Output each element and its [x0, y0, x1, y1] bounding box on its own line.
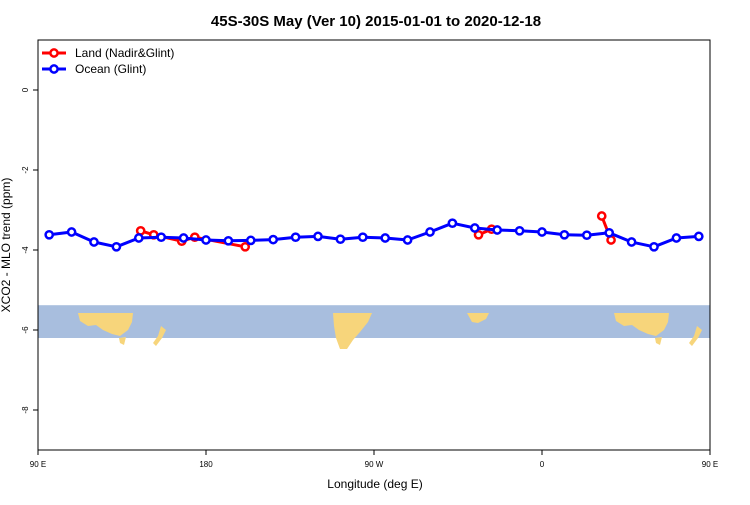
x-tick-label: 90 W: [365, 460, 384, 469]
x-tick-label: 90 E: [702, 460, 718, 469]
y-tick-label: -6: [21, 326, 30, 334]
data-point: [44, 229, 55, 240]
data-point: [559, 229, 570, 240]
data-point: [581, 230, 592, 241]
data-point: [335, 234, 346, 245]
map-strip: [38, 305, 710, 349]
data-point: [380, 233, 391, 243]
legend-item: Ocean (Glint): [42, 62, 146, 76]
x-axis-label: Longitude (deg E): [327, 477, 422, 491]
data-point: [693, 231, 704, 242]
y-tick-label: -8: [21, 406, 30, 414]
land-shape: [467, 313, 489, 323]
data-point: [89, 237, 99, 247]
data-point: [245, 235, 256, 246]
land-shape: [614, 313, 669, 336]
land-shape: [333, 313, 372, 349]
legend-label: Land (Nadir&Glint): [75, 46, 174, 60]
data-point: [626, 237, 637, 247]
data-point: [425, 227, 435, 237]
data-point: [111, 241, 122, 252]
land-shape: [689, 326, 702, 346]
data-point: [402, 235, 413, 245]
data-point: [469, 223, 480, 233]
legend-marker: [49, 48, 59, 58]
data-point: [268, 234, 279, 245]
data-point: [223, 235, 234, 246]
land-shape: [78, 313, 133, 336]
data-point: [649, 241, 659, 252]
plot-frame: [37, 39, 711, 451]
data-point: [201, 235, 211, 245]
data-point: [290, 232, 301, 243]
data-point: [178, 233, 189, 243]
land-shape: [119, 337, 126, 345]
data-point: [240, 241, 251, 252]
data-point: [313, 231, 323, 242]
series-line: [49, 221, 699, 249]
x-tick-label: 0: [540, 460, 545, 469]
data-point: [156, 232, 167, 243]
chart-title: 45S-30S May (Ver 10) 2015-01-01 to 2020-…: [211, 13, 541, 30]
legend-item: Land (Nadir&Glint): [42, 46, 174, 60]
legend: Land (Nadir&Glint) Ocean (Glint): [42, 46, 174, 76]
series-ocean: [44, 218, 704, 252]
y-tick-label: -2: [21, 166, 30, 174]
series-layer: [44, 211, 704, 252]
x-tick-label: 180: [199, 460, 213, 469]
data-point: [514, 225, 525, 236]
x-tick-label: 90 E: [30, 460, 46, 469]
data-point: [357, 232, 368, 243]
data-point: [66, 227, 77, 237]
data-point: [447, 218, 458, 229]
data-point: [133, 233, 144, 243]
y-tick-label: -4: [21, 246, 30, 254]
data-point: [537, 227, 547, 237]
land-shape: [655, 337, 662, 345]
data-point: [473, 229, 484, 240]
ocean-band: [38, 305, 710, 338]
data-point: [604, 227, 615, 238]
land-shape: [153, 326, 166, 346]
y-axis-label: XCO2 - MLO trend (ppm): [0, 178, 13, 313]
data-point: [671, 233, 682, 243]
legend-label: Ocean (Glint): [75, 62, 146, 76]
data-point: [492, 225, 503, 235]
legend-marker: [49, 64, 59, 74]
data-point: [596, 211, 607, 221]
y-tick-label: 0: [21, 87, 30, 92]
